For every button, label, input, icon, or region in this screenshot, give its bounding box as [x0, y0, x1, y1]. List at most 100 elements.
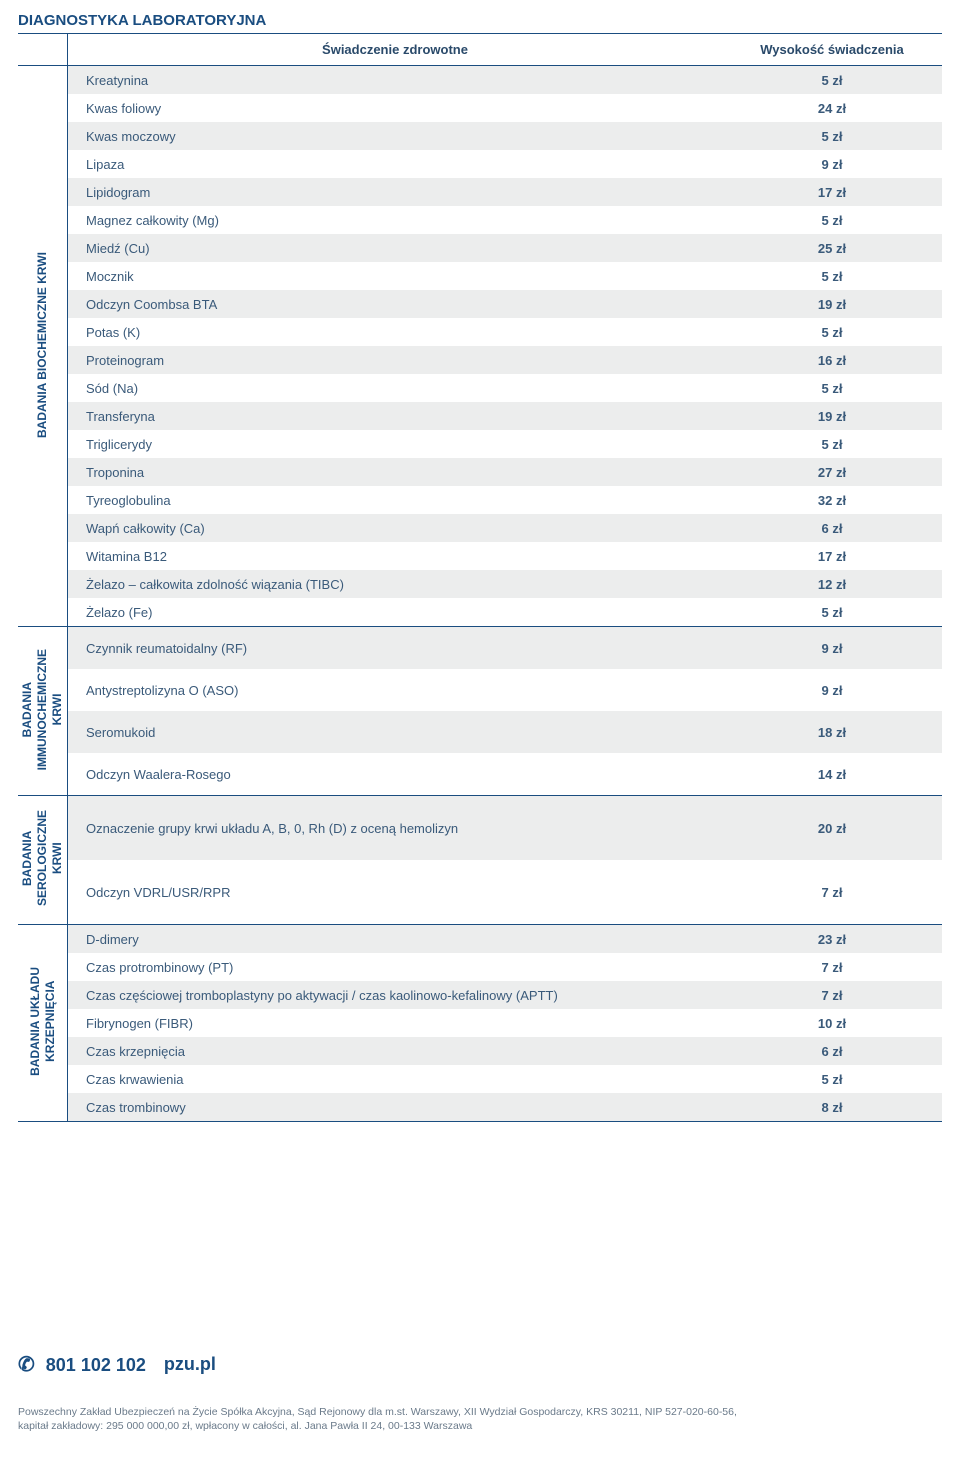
table-row: Żelazo – całkowita zdolność wiązania (TI…: [68, 570, 942, 598]
legal-text: Powszechny Zakład Ubezpieczeń na Życie S…: [18, 1405, 942, 1433]
service-price: 17 zł: [722, 179, 942, 206]
table-row: Lipaza9 zł: [68, 150, 942, 178]
service-price: 8 zł: [722, 1094, 942, 1121]
service-name: Fibrynogen (FIBR): [68, 1010, 722, 1037]
table-row: Kwas moczowy5 zł: [68, 122, 942, 150]
service-name: Wapń całkowity (Ca): [68, 515, 722, 542]
table-row: Mocznik5 zł: [68, 262, 942, 290]
service-name: Kreatynina: [68, 67, 722, 94]
table-row: Czas trombinowy8 zł: [68, 1093, 942, 1121]
service-price: 24 zł: [722, 95, 942, 122]
service-price: 17 zł: [722, 543, 942, 570]
service-price: 5 zł: [722, 431, 942, 458]
service-name: Proteinogram: [68, 347, 722, 374]
service-price: 5 zł: [722, 263, 942, 290]
header-price: Wysokość świadczenia: [722, 34, 942, 66]
table-row: Wapń całkowity (Ca)6 zł: [68, 514, 942, 542]
service-name: Troponina: [68, 459, 722, 486]
header-service: Świadczenie zdrowotne: [68, 34, 723, 66]
service-name: Odczyn Waalera-Rosego: [68, 761, 722, 788]
table-row: Miedź (Cu)25 zł: [68, 234, 942, 262]
service-name: D-dimery: [68, 926, 722, 953]
service-price: 20 zł: [722, 815, 942, 842]
header-empty: [18, 34, 68, 66]
contact-line: ✆ 801 102 102 pzu.pl: [18, 1352, 942, 1377]
service-price: 18 zł: [722, 719, 942, 746]
service-price: 32 zł: [722, 487, 942, 514]
table-row: Triglicerydy5 zł: [68, 430, 942, 458]
table-row: Sód (Na)5 zł: [68, 374, 942, 402]
service-name: Lipidogram: [68, 179, 722, 206]
table-row: Czas protrombinowy (PT)7 zł: [68, 953, 942, 981]
table-row: Kreatynina5 zł: [68, 66, 942, 94]
service-name: Czynnik reumatoidalny (RF): [68, 635, 722, 662]
table-row: Czas krwawienia5 zł: [68, 1065, 942, 1093]
service-name: Żelazo (Fe): [68, 599, 722, 626]
service-name: Transferyna: [68, 403, 722, 430]
phone-icon: ✆: [18, 1354, 35, 1376]
service-price: 12 zł: [722, 571, 942, 598]
service-name: Czas krwawienia: [68, 1066, 722, 1093]
service-name: Seromukoid: [68, 719, 722, 746]
service-price: 16 zł: [722, 347, 942, 374]
service-price: 5 zł: [722, 1066, 942, 1093]
service-name: Antystreptolizyna O (ASO): [68, 677, 722, 704]
section-title: DIAGNOSTYKA LABORATORYJNA: [18, 12, 942, 33]
service-name: Sód (Na): [68, 375, 722, 402]
table-row: Czas częściowej tromboplastyny po aktywa…: [68, 981, 942, 1009]
category-cell: BADANIA SEROLOGICZNE KRWI: [18, 796, 68, 925]
table-row: Czas krzepnięcia6 zł: [68, 1037, 942, 1065]
table-row: Seromukoid18 zł: [68, 711, 942, 753]
category-label: BADANIA BIOCHEMICZNE KRWI: [35, 252, 50, 438]
table-row: Antystreptolizyna O (ASO)9 zł: [68, 669, 942, 711]
service-price: 7 zł: [722, 954, 942, 981]
service-name: Miedź (Cu): [68, 235, 722, 262]
service-price: 23 zł: [722, 926, 942, 953]
service-name: Tyreoglobulina: [68, 487, 722, 514]
footer: ✆ 801 102 102 pzu.pl Powszechny Zakład U…: [18, 1352, 942, 1433]
table-row: Troponina27 zł: [68, 458, 942, 486]
category-cell: BADANIA BIOCHEMICZNE KRWI: [18, 66, 68, 627]
phone-number: 801 102 102: [46, 1355, 146, 1375]
table-row: Odczyn Coombsa BTA19 zł: [68, 290, 942, 318]
service-name: Kwas moczowy: [68, 123, 722, 150]
service-name: Witamina B12: [68, 543, 722, 570]
table-row: D-dimery23 zł: [68, 925, 942, 953]
service-price: 5 zł: [722, 67, 942, 94]
table-row: Odczyn Waalera-Rosego14 zł: [68, 753, 942, 795]
table-row: Kwas foliowy24 zł: [68, 94, 942, 122]
category-label: BADANIA IMMUNOCHEMICZNE KRWI: [20, 649, 65, 770]
service-price: 10 zł: [722, 1010, 942, 1037]
category-cell: BADANIA UKŁADU KRZEPNIĘCIA: [18, 925, 68, 1122]
service-name: Czas protrombinowy (PT): [68, 954, 722, 981]
website: pzu.pl: [164, 1354, 216, 1375]
service-price: 5 zł: [722, 375, 942, 402]
service-price: 14 zł: [722, 761, 942, 788]
table-row: Czynnik reumatoidalny (RF)9 zł: [68, 627, 942, 669]
category-cell: BADANIA IMMUNOCHEMICZNE KRWI: [18, 627, 68, 796]
service-name: Mocznik: [68, 263, 722, 290]
service-name: Kwas foliowy: [68, 95, 722, 122]
service-price: 7 zł: [722, 879, 942, 906]
service-name: Odczyn VDRL/USR/RPR: [68, 879, 722, 906]
service-name: Czas krzepnięcia: [68, 1038, 722, 1065]
table-row: Magnez całkowity (Mg)5 zł: [68, 206, 942, 234]
table-row: Proteinogram16 zł: [68, 346, 942, 374]
table-row: Transferyna19 zł: [68, 402, 942, 430]
category-label: BADANIA UKŁADU KRZEPNIĘCIA: [28, 967, 58, 1076]
table-row: Lipidogram17 zł: [68, 178, 942, 206]
service-price: 6 zł: [722, 1038, 942, 1065]
service-price: 9 zł: [722, 635, 942, 662]
service-price: 9 zł: [722, 677, 942, 704]
service-price: 25 zł: [722, 235, 942, 262]
service-name: Oznaczenie grupy krwi układu A, B, 0, Rh…: [68, 815, 722, 842]
service-name: Żelazo – całkowita zdolność wiązania (TI…: [68, 571, 722, 598]
service-name: Odczyn Coombsa BTA: [68, 291, 722, 318]
category-label: BADANIA SEROLOGICZNE KRWI: [20, 810, 65, 906]
service-price: 9 zł: [722, 151, 942, 178]
table-row: Potas (K)5 zł: [68, 318, 942, 346]
service-price: 5 zł: [722, 599, 942, 626]
service-name: Potas (K): [68, 319, 722, 346]
table-row: Fibrynogen (FIBR)10 zł: [68, 1009, 942, 1037]
table-row: Żelazo (Fe)5 zł: [68, 598, 942, 626]
